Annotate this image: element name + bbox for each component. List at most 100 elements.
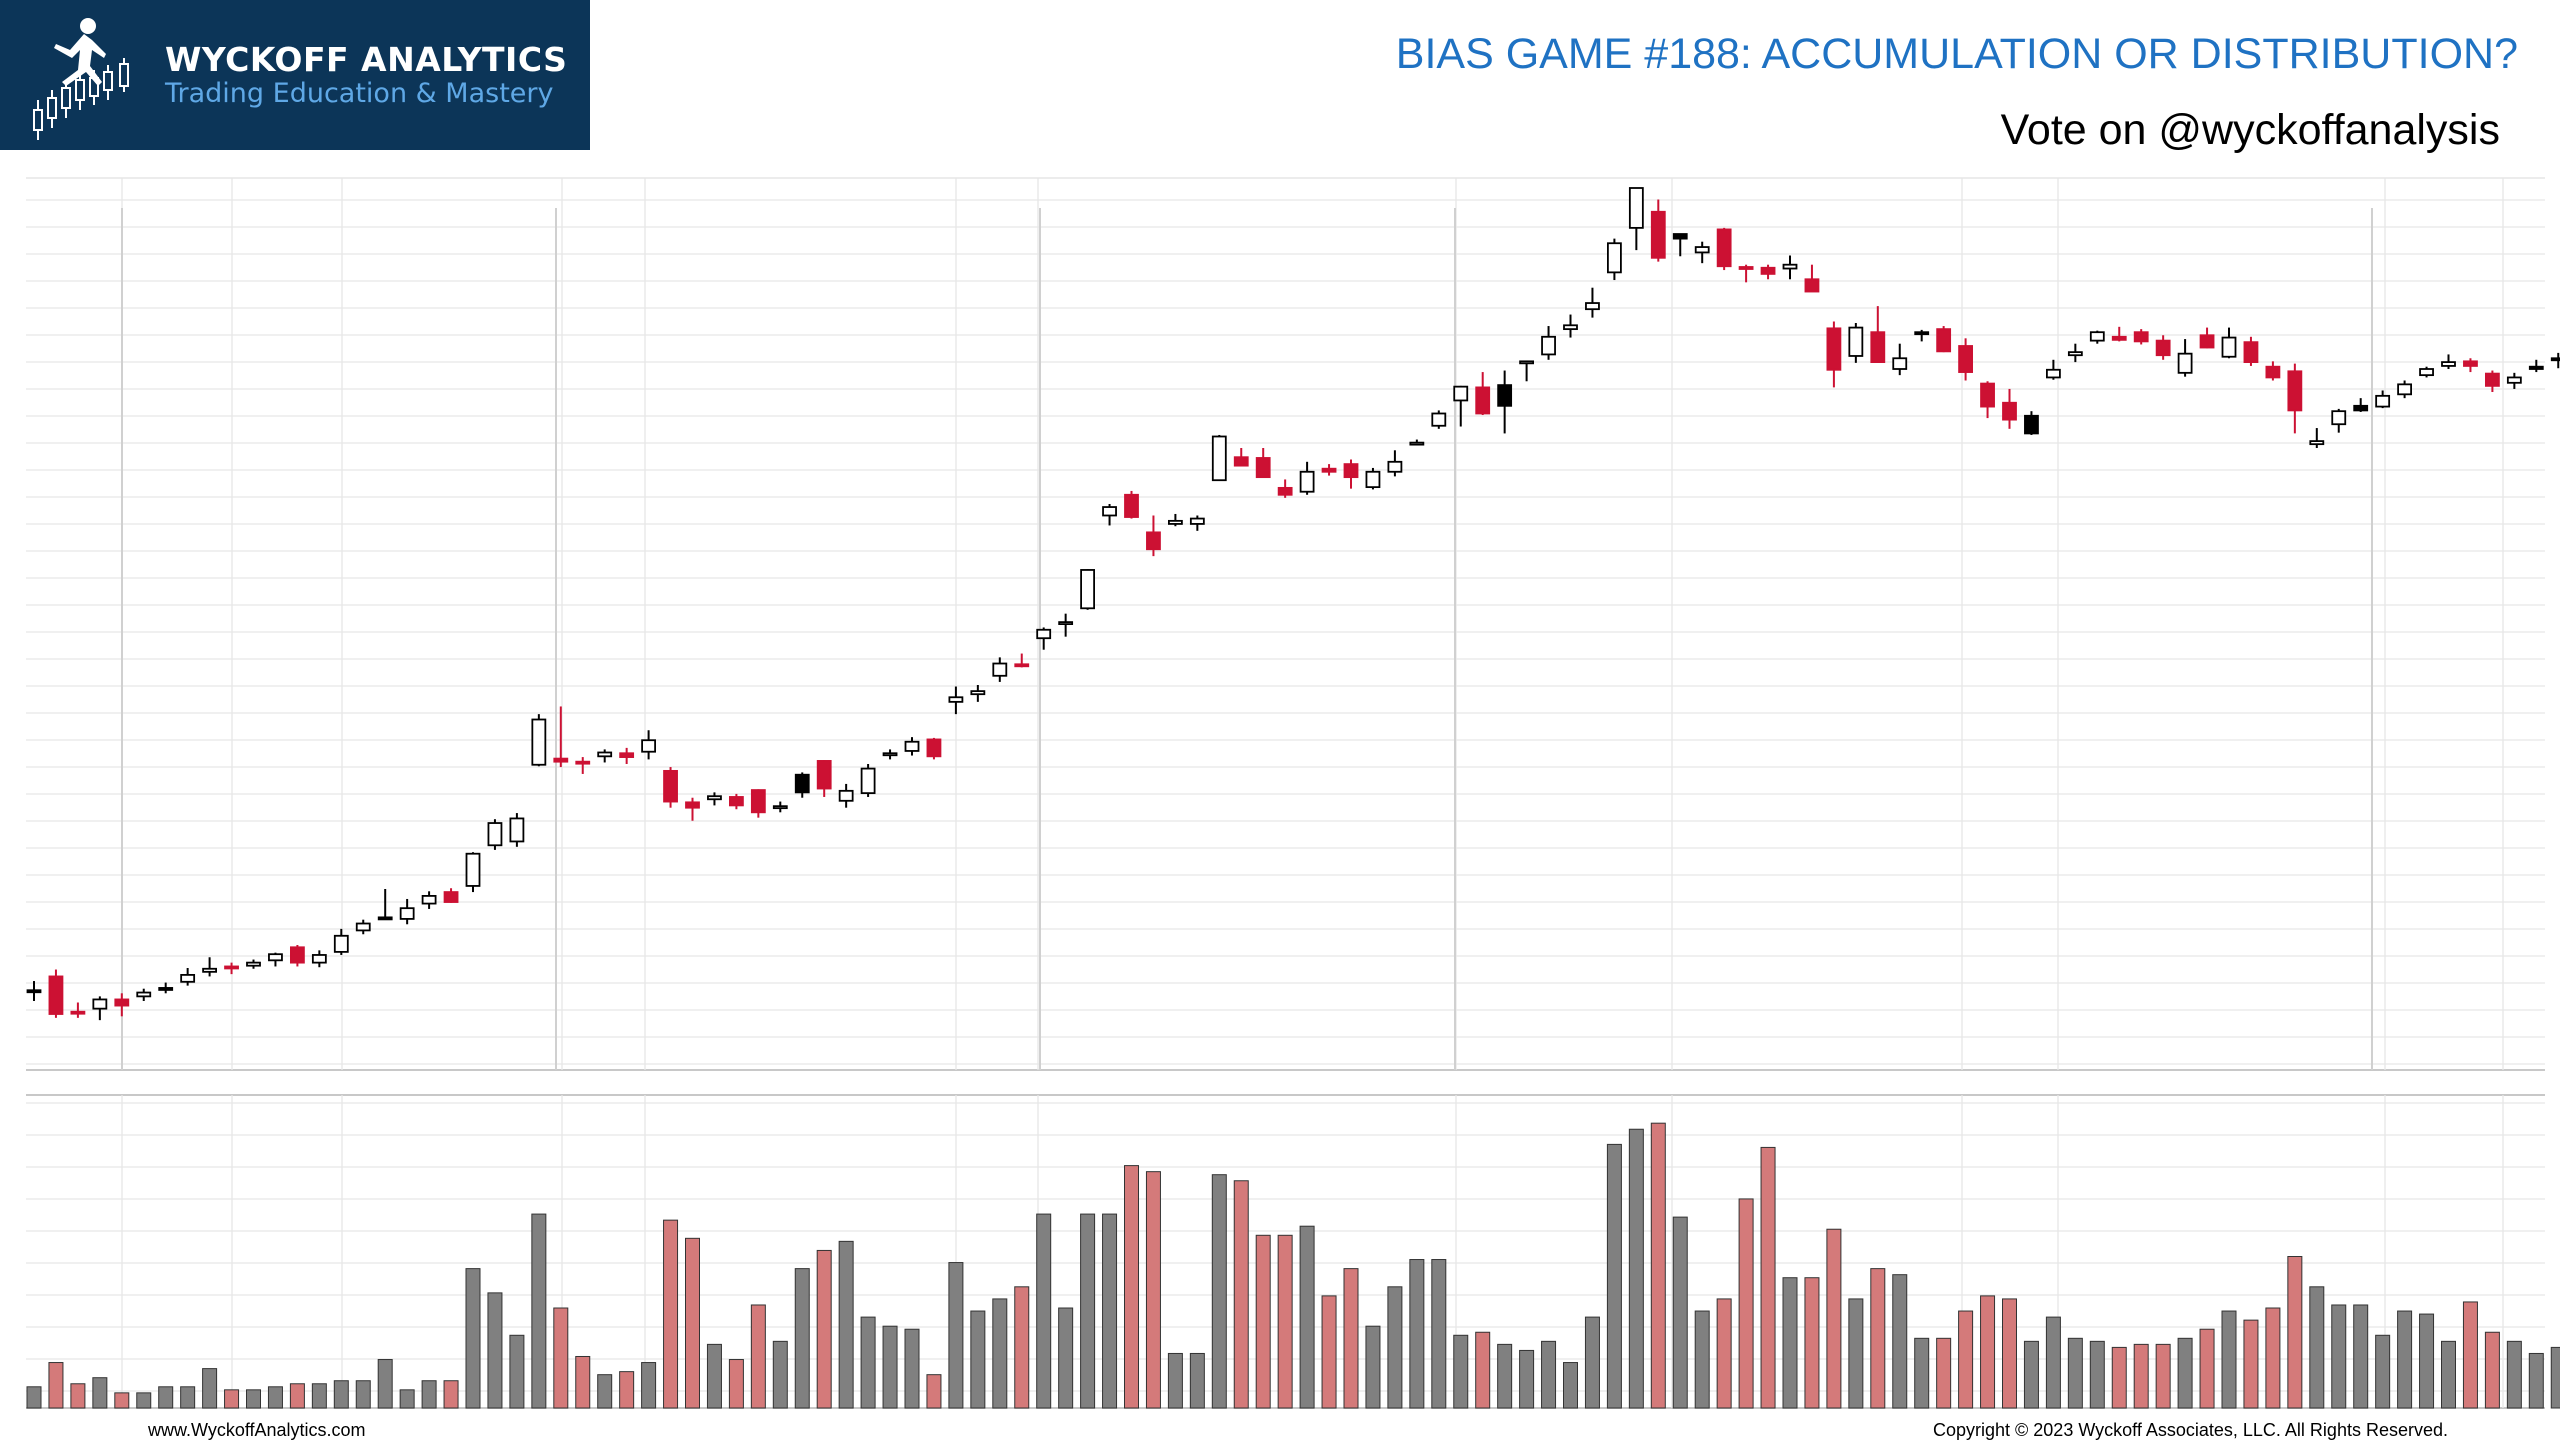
candle-body — [664, 771, 677, 802]
volume-bar — [1454, 1335, 1468, 1408]
volume-bar — [2332, 1305, 2346, 1408]
volume-bar — [49, 1363, 63, 1408]
candle-body — [620, 753, 633, 757]
volume-bar — [1234, 1181, 1248, 1408]
candle-body — [2310, 441, 2323, 444]
volume-bar — [181, 1387, 195, 1408]
candle-body — [2135, 332, 2148, 341]
candle-body — [1827, 328, 1840, 369]
candle-body — [1169, 521, 1182, 524]
candle-body — [2398, 384, 2411, 394]
volume-bar — [686, 1238, 700, 1408]
volume-bar — [773, 1341, 787, 1408]
candle-body — [445, 892, 458, 902]
volume-bar — [247, 1390, 261, 1408]
candle-body — [1718, 229, 1731, 266]
candle-body — [1849, 328, 1862, 356]
candle-body — [1476, 387, 1489, 413]
candle-body — [554, 759, 567, 762]
candle-body — [357, 924, 370, 931]
candle-body — [598, 752, 611, 756]
candle-body — [1388, 462, 1401, 472]
candle-body — [2069, 352, 2082, 355]
candle-body — [510, 818, 523, 841]
volume-bar — [1081, 1214, 1095, 1408]
volume-bar — [598, 1375, 612, 1408]
candle-body — [203, 969, 216, 972]
volume-bar — [1542, 1341, 1556, 1408]
candle-body — [1081, 570, 1094, 608]
volume-bar — [620, 1372, 634, 1408]
candle-body — [49, 976, 62, 1014]
candle-body — [335, 936, 348, 952]
volume-bar — [861, 1317, 875, 1408]
volume-bar — [1168, 1353, 1182, 1408]
candle-body — [2113, 337, 2126, 340]
volume-bar — [2024, 1341, 2038, 1408]
volume-bar — [115, 1393, 129, 1408]
volume-bar — [905, 1329, 919, 1408]
candle-body — [796, 775, 809, 793]
candle-body — [313, 955, 326, 963]
footer-website[interactable]: www.WyckoffAnalytics.com — [148, 1420, 366, 1441]
volume-bar — [1190, 1353, 1204, 1408]
volume-bar — [378, 1360, 392, 1408]
candle-body — [115, 999, 128, 1005]
volume-bar — [1783, 1278, 1797, 1408]
volume-bar — [2134, 1344, 2148, 1408]
candle-body — [730, 797, 743, 805]
candle-body — [1542, 337, 1555, 355]
candle-body — [1037, 630, 1050, 638]
candle-body — [708, 796, 721, 799]
candle-body — [2552, 358, 2560, 360]
candle-body — [1103, 507, 1116, 515]
volume-bar — [356, 1381, 370, 1408]
volume-bar — [1761, 1147, 1775, 1408]
candle-body — [291, 947, 304, 962]
volume-bar — [2354, 1305, 2368, 1408]
volume-bar — [993, 1299, 1007, 1408]
volume-bar — [2090, 1341, 2104, 1408]
volume-bar — [1717, 1299, 1731, 1408]
candle-body — [137, 993, 150, 997]
volume-bar — [729, 1360, 743, 1408]
candle-body — [1279, 488, 1292, 495]
volume-bar — [707, 1344, 721, 1408]
volume-bar — [400, 1390, 414, 1408]
candle-body — [2244, 342, 2257, 362]
volume-bar — [532, 1214, 546, 1408]
volume-bar — [839, 1241, 853, 1408]
candle-body — [1630, 188, 1643, 228]
candle-body — [1059, 622, 1072, 624]
volume-bar — [2068, 1338, 2082, 1408]
candle-body — [379, 917, 392, 919]
volume-bar — [971, 1311, 985, 1408]
volume-bar — [159, 1387, 173, 1408]
volume-bar — [2244, 1320, 2258, 1408]
candle-body — [1652, 212, 1665, 258]
candle-body — [71, 1012, 84, 1014]
volume-bar — [1037, 1214, 1051, 1408]
volume-bar — [1520, 1350, 1534, 1408]
volume-bar — [2046, 1317, 2060, 1408]
volume-bar — [1410, 1260, 1424, 1408]
candle-body — [1805, 279, 1818, 291]
volume-bars — [27, 1123, 2560, 1408]
candle-body — [488, 823, 501, 845]
volume-bar — [1103, 1214, 1117, 1408]
candle-body — [906, 742, 919, 751]
volume-bar — [2178, 1338, 2192, 1408]
volume-bar — [1432, 1260, 1446, 1408]
volume-bar — [1937, 1338, 1951, 1408]
chart-grid — [26, 178, 2545, 1408]
candle-body — [2179, 354, 2192, 373]
volume-bar — [1805, 1278, 1819, 1408]
candle-body — [269, 954, 282, 960]
volume-bar — [466, 1269, 480, 1408]
volume-bar — [1871, 1269, 1885, 1408]
volume-bar — [2288, 1257, 2302, 1409]
volume-bar — [1300, 1226, 1314, 1408]
candle-body — [1959, 346, 1972, 372]
volume-bar — [2310, 1287, 2324, 1408]
volume-bar — [1476, 1332, 1490, 1408]
